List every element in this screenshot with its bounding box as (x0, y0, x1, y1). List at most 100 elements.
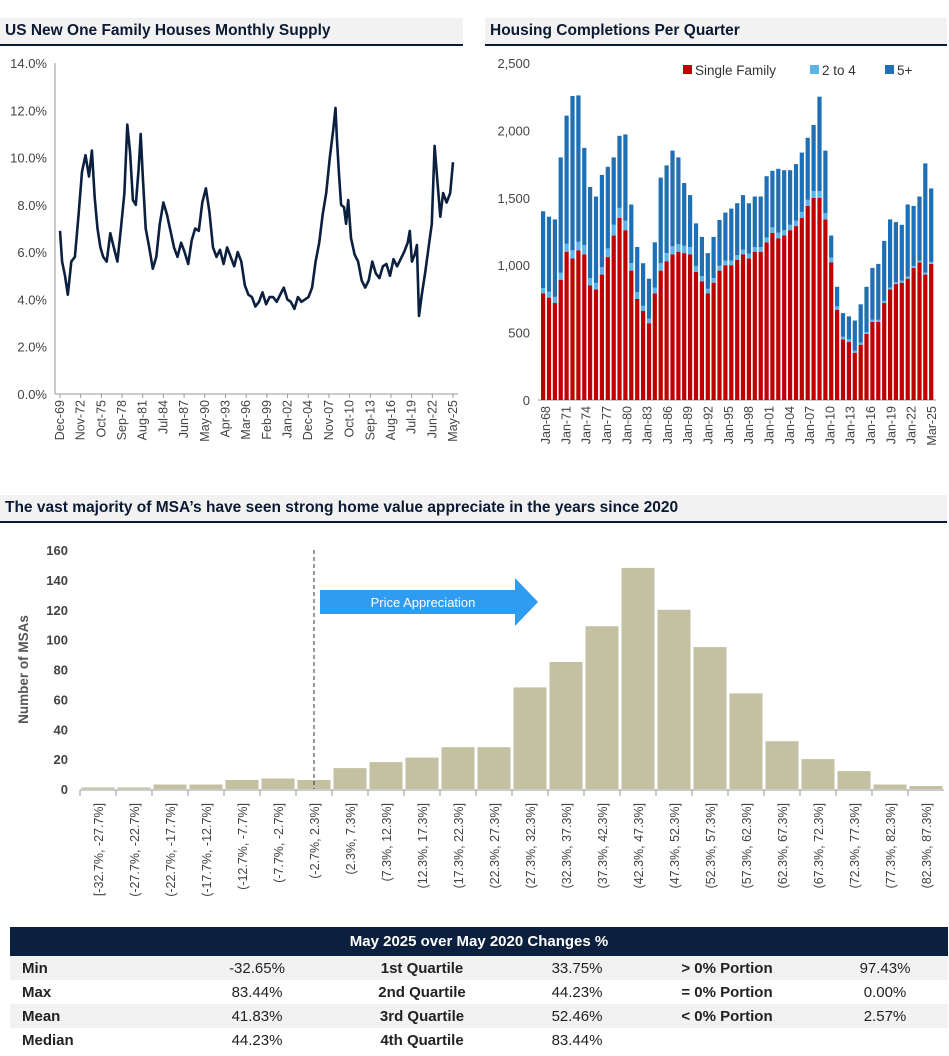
x-category-label: (47.3%, 52.3%] (668, 803, 682, 888)
bar-2-to-4 (664, 253, 669, 262)
supply-title-rule (0, 44, 463, 46)
bar-2-to-4 (793, 220, 799, 227)
bar-5- (735, 203, 740, 256)
bar-2-to-4 (858, 342, 863, 345)
bar-2-to-4 (670, 246, 675, 255)
bar-2-to-4 (688, 247, 693, 255)
bar-single-family (870, 321, 875, 400)
bar-5- (717, 220, 722, 266)
x-tick-label: Mar-96 (239, 400, 253, 440)
bar-single-family (917, 262, 922, 400)
bar-2-to-4 (799, 212, 804, 219)
bar-5- (770, 170, 775, 228)
bar-single-family (629, 270, 634, 400)
bar-5- (852, 320, 857, 351)
bar-5- (670, 150, 675, 247)
histogram-bar (225, 780, 259, 789)
bar-single-family (882, 302, 887, 400)
x-tick-label: Jul-19 (405, 400, 419, 434)
y-tick-label: 40 (54, 722, 68, 737)
histogram-bar (405, 757, 439, 789)
bar-5- (870, 267, 875, 320)
bar-single-family (558, 280, 563, 400)
bar-single-family (829, 262, 834, 400)
completions-title-rule (485, 44, 947, 46)
x-tick-label: Jan-74 (580, 406, 594, 444)
bar-2-to-4 (658, 263, 663, 271)
bar-5- (893, 222, 898, 283)
msa-histogram: 0 20 40 60 80 100 120 140 160 Number of MSAs [-32.… (16, 543, 944, 897)
bar-5- (576, 95, 581, 242)
bar-single-family (617, 218, 622, 400)
histogram-bar (765, 741, 799, 789)
bar-single-family (823, 219, 828, 400)
x-category-label: (-12.7%, -7.7%] (236, 803, 250, 890)
bar-5- (588, 187, 593, 278)
bar-2-to-4 (929, 261, 934, 264)
bar-2-to-4 (911, 265, 916, 268)
x-category-label: (37.3%, 42.3%] (596, 803, 610, 888)
bar-2-to-4 (641, 305, 646, 311)
price-appreciation-label: Price Appreciation (371, 595, 476, 610)
bar-5- (835, 286, 840, 307)
bar-5- (617, 135, 622, 208)
y-tick-label: 0.0% (17, 387, 47, 402)
histogram-bar (153, 784, 187, 789)
x-category-label: (52.3%, 57.3%] (704, 803, 718, 888)
bar-single-family (546, 297, 552, 400)
bar-2-to-4 (835, 306, 840, 310)
bar-2-to-4 (852, 350, 857, 353)
bar-single-family (776, 238, 781, 400)
bar-2-to-4 (846, 339, 851, 342)
bar-single-family (699, 281, 704, 400)
histogram-bar (873, 784, 907, 789)
quartile-value: 33.75% (522, 956, 632, 980)
y-tick-label: 10.0% (10, 151, 47, 166)
bar-single-family (599, 274, 604, 400)
bar-single-family (717, 270, 722, 400)
bar-single-family (923, 274, 928, 400)
bar-5- (593, 196, 599, 283)
bar-2-to-4 (758, 247, 763, 252)
bar-5- (876, 263, 881, 320)
bar-single-family (676, 251, 681, 400)
bar-2-to-4 (623, 220, 628, 231)
y-tick-label: 8.0% (17, 198, 47, 213)
bar-5- (652, 242, 657, 288)
bar-single-family (664, 261, 669, 400)
quartile-value: 83.44% (551, 1031, 603, 1049)
x-tick-label: Jan-98 (742, 406, 756, 444)
bar-2-to-4 (564, 243, 569, 252)
y-tick-label: 80 (54, 663, 68, 678)
bar-single-family (805, 205, 810, 400)
x-tick-label: Jul-84 (156, 400, 170, 434)
bar-single-family (605, 257, 610, 400)
bar-single-family (740, 254, 746, 400)
bar-single-family (588, 285, 593, 400)
bar-2-to-4 (782, 230, 787, 236)
bar-5- (764, 176, 769, 238)
x-tick-label: Jan-16 (864, 406, 878, 444)
histogram-bar (909, 786, 943, 789)
bar-2-to-4 (770, 227, 775, 233)
x-tick-label: May-90 (198, 400, 212, 442)
stats-row-max: Max 83.44% 2nd Quartile 44.23% = 0% Port… (10, 980, 948, 1004)
quartile-value: 44.23% (551, 983, 603, 1001)
bar-5- (664, 165, 669, 253)
supply-line-chart: 0.0% 2.0% 4.0% 6.0% 8.0% 10.0% 12.0% 14.0% Dec-6… (10, 56, 460, 442)
bar-2-to-4 (735, 255, 740, 260)
bar-single-family (893, 284, 898, 400)
bar-5- (599, 174, 604, 268)
bar-5- (911, 205, 916, 266)
bar-2-to-4 (864, 331, 869, 334)
histogram-bar (333, 768, 367, 789)
x-tick-label: May-25 (446, 400, 460, 442)
bar-5- (570, 96, 575, 251)
bar-single-family (635, 298, 640, 400)
y-tick-label: 60 (54, 692, 68, 707)
y-tick-label: 12.0% (10, 103, 47, 118)
x-tick-label: Jan-83 (641, 406, 655, 444)
bar-2-to-4 (840, 336, 846, 340)
bar-single-family (641, 311, 646, 400)
x-category-label: (77.3%, 82.3%] (884, 803, 898, 888)
